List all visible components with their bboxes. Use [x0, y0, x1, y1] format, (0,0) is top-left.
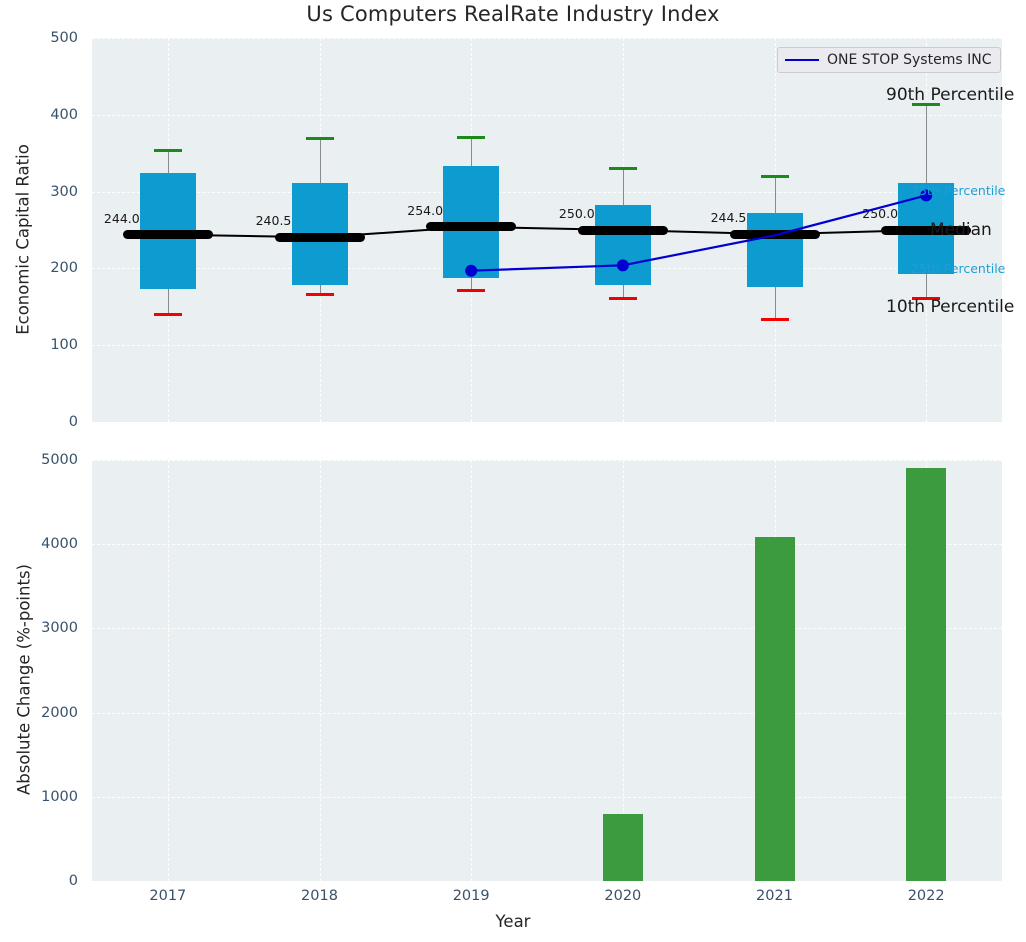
- median-value-label: 244.0: [103, 210, 140, 226]
- gridline-horizontal: [92, 422, 1002, 423]
- x-tick-label: 2018: [301, 888, 338, 904]
- gridline-horizontal: [92, 881, 1002, 882]
- whisker-cap-high: [912, 103, 941, 107]
- gridline-horizontal: [92, 544, 1002, 546]
- median-value-label: 240.5: [255, 213, 292, 229]
- median-bar: [426, 222, 517, 232]
- economic-capital-ratio-panel: 244.0 240.5 254.0 250.0 244.5 250.0: [92, 38, 1002, 423]
- x-axis-label: Year: [495, 912, 531, 931]
- annotation-90th-percentile: 90th Percentile: [886, 85, 1015, 105]
- gridline-vertical: [167, 460, 169, 881]
- legend-line-swatch: [785, 59, 819, 61]
- whisker-cap-high: [608, 167, 637, 171]
- bar: [906, 467, 947, 881]
- gridline-horizontal: [92, 191, 1002, 193]
- gridline-vertical: [471, 460, 473, 881]
- y-tick-label: 4000: [41, 536, 78, 553]
- annotation-median: Median: [930, 220, 992, 240]
- median-value-label: 250.0: [862, 206, 899, 221]
- y-tick-label: 500: [50, 30, 78, 46]
- bar: [602, 813, 643, 881]
- median-value-label: 254.0: [407, 202, 444, 218]
- box-rect: [746, 213, 803, 287]
- y-tick-label: 400: [50, 106, 78, 123]
- bottom-y-axis-label: Absolute Change (%-points): [14, 564, 34, 795]
- y-tick-label: 5000: [41, 452, 78, 468]
- whisker-cap-low: [608, 296, 637, 300]
- median-bar: [729, 229, 820, 239]
- median-bar: [274, 232, 365, 242]
- legend[interactable]: ONE STOP Systems INC: [777, 47, 1002, 73]
- median-bar: [577, 225, 668, 235]
- top-y-axis-label: Economic Capital Ratio: [13, 144, 33, 335]
- bar: [754, 536, 795, 881]
- whisker-cap-high: [457, 136, 486, 140]
- y-tick-label: 100: [50, 337, 78, 354]
- gridline-horizontal: [92, 268, 1002, 270]
- x-tick-label: 2020: [604, 888, 642, 904]
- x-tick-label: 2017: [149, 888, 187, 904]
- y-tick-label: 1000: [41, 788, 78, 805]
- whisker-cap-high: [305, 137, 334, 141]
- x-tick-label: 2019: [452, 888, 490, 904]
- x-tick-label: 2021: [756, 888, 793, 904]
- x-tick-label: 2022: [907, 888, 945, 904]
- gridline-horizontal: [92, 345, 1002, 347]
- gridline-horizontal: [92, 38, 1002, 39]
- y-tick-label: 3000: [41, 620, 78, 637]
- whisker-cap-low: [457, 289, 486, 293]
- whisker-cap-high: [760, 174, 789, 178]
- whisker-cap-low: [912, 296, 941, 300]
- gridline-horizontal: [92, 114, 1002, 116]
- legend-label: ONE STOP Systems INC: [827, 52, 992, 68]
- y-tick-label: 0: [68, 873, 78, 889]
- median-bar: [122, 230, 213, 240]
- box-rect: [594, 205, 651, 285]
- whisker-cap-high: [153, 149, 182, 153]
- gridline-horizontal: [92, 628, 1002, 630]
- annotation-10th-percentile: 10th Percentile: [886, 297, 1015, 317]
- gridline-horizontal: [92, 796, 1002, 798]
- whisker-cap-low: [305, 292, 334, 296]
- y-tick-label: 2000: [41, 704, 78, 721]
- whisker-cap-low: [153, 312, 182, 316]
- y-tick-label: 200: [50, 260, 78, 277]
- gridline-horizontal: [92, 460, 1002, 461]
- annotation-25th-percentile: 25th Percentile: [911, 261, 1006, 276]
- gridline-vertical: [319, 460, 321, 881]
- chart-title: Us Computers RealRate Industry Index: [306, 2, 720, 26]
- y-tick-label: 0: [68, 414, 78, 430]
- annotation-75th-percentile: 75th Percentile: [911, 183, 1006, 198]
- whisker-cap-low: [760, 318, 789, 322]
- gridline-horizontal: [92, 712, 1002, 714]
- y-tick-label: 300: [50, 183, 78, 200]
- median-value-label: 250.0: [558, 206, 595, 221]
- gridline-vertical: [622, 460, 624, 881]
- absolute-change-panel: [92, 460, 1002, 882]
- median-value-label: 244.5: [710, 210, 747, 226]
